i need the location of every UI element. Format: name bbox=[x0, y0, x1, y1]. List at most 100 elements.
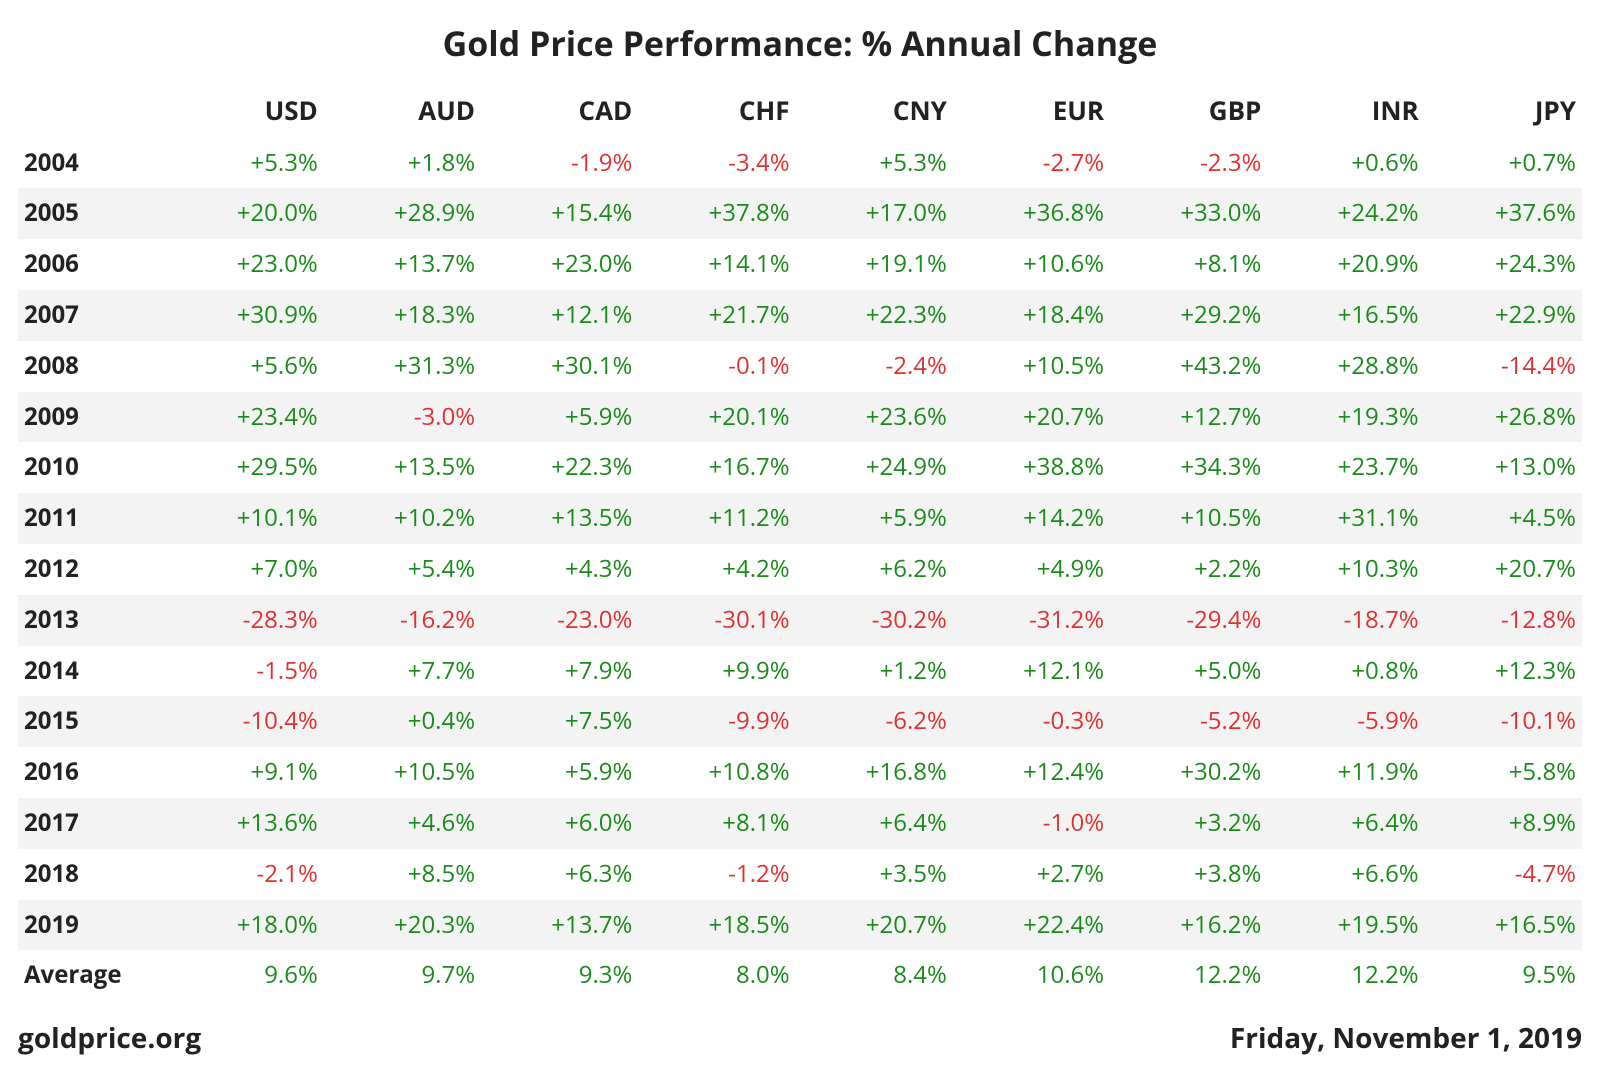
cell-value: +20.0% bbox=[167, 188, 324, 239]
cell-value: +23.7% bbox=[1267, 442, 1424, 493]
year-label: 2015 bbox=[18, 696, 167, 747]
cell-value: +11.2% bbox=[638, 493, 795, 544]
cell-value: +17.0% bbox=[796, 188, 953, 239]
cell-value: +13.5% bbox=[481, 493, 638, 544]
cell-value: +2.7% bbox=[953, 849, 1110, 900]
cell-value: +43.2% bbox=[1110, 341, 1267, 392]
average-value: 9.7% bbox=[324, 950, 481, 1001]
cell-value: -28.3% bbox=[167, 595, 324, 646]
cell-value: +0.4% bbox=[324, 696, 481, 747]
year-label: 2016 bbox=[18, 747, 167, 798]
column-header: GBP bbox=[1110, 84, 1267, 138]
table-row: 2013-28.3%-16.2%-23.0%-30.1%-30.2%-31.2%… bbox=[18, 595, 1582, 646]
table-row: 2008+5.6%+31.3%+30.1%-0.1%-2.4%+10.5%+43… bbox=[18, 341, 1582, 392]
cell-value: +20.7% bbox=[1425, 544, 1582, 595]
cell-value: +4.9% bbox=[953, 544, 1110, 595]
cell-value: -18.7% bbox=[1267, 595, 1424, 646]
cell-value: +38.8% bbox=[953, 442, 1110, 493]
cell-value: -10.1% bbox=[1425, 696, 1582, 747]
table-row: 2007+30.9%+18.3%+12.1%+21.7%+22.3%+18.4%… bbox=[18, 290, 1582, 341]
cell-value: +23.4% bbox=[167, 392, 324, 443]
cell-value: +29.2% bbox=[1110, 290, 1267, 341]
cell-value: +28.8% bbox=[1267, 341, 1424, 392]
cell-value: +4.5% bbox=[1425, 493, 1582, 544]
cell-value: +20.9% bbox=[1267, 239, 1424, 290]
cell-value: +16.5% bbox=[1425, 900, 1582, 951]
average-value: 8.4% bbox=[796, 950, 953, 1001]
cell-value: -14.4% bbox=[1425, 341, 1582, 392]
cell-value: -23.0% bbox=[481, 595, 638, 646]
cell-value: +20.7% bbox=[796, 900, 953, 951]
cell-value: +5.9% bbox=[481, 392, 638, 443]
cell-value: +5.8% bbox=[1425, 747, 1582, 798]
cell-value: +22.3% bbox=[481, 442, 638, 493]
cell-value: +10.5% bbox=[953, 341, 1110, 392]
cell-value: +12.1% bbox=[481, 290, 638, 341]
cell-value: +10.2% bbox=[324, 493, 481, 544]
table-row: 2009+23.4%-3.0%+5.9%+20.1%+23.6%+20.7%+1… bbox=[18, 392, 1582, 443]
performance-table: USDAUDCADCHFCNYEURGBPINRJPY 2004+5.3%+1.… bbox=[18, 84, 1582, 1001]
average-value: 8.0% bbox=[638, 950, 795, 1001]
cell-value: +0.6% bbox=[1267, 138, 1424, 189]
cell-value: +1.8% bbox=[324, 138, 481, 189]
table-body: 2004+5.3%+1.8%-1.9%-3.4%+5.3%-2.7%-2.3%+… bbox=[18, 138, 1582, 1002]
cell-value: +22.4% bbox=[953, 900, 1110, 951]
cell-value: +10.6% bbox=[953, 239, 1110, 290]
cell-value: +4.3% bbox=[481, 544, 638, 595]
cell-value: -31.2% bbox=[953, 595, 1110, 646]
average-value: 9.5% bbox=[1425, 950, 1582, 1001]
cell-value: +20.7% bbox=[953, 392, 1110, 443]
table-row: 2017+13.6%+4.6%+6.0%+8.1%+6.4%-1.0%+3.2%… bbox=[18, 798, 1582, 849]
cell-value: +28.9% bbox=[324, 188, 481, 239]
cell-value: +37.8% bbox=[638, 188, 795, 239]
footer-source: goldprice.org bbox=[18, 1019, 201, 1057]
cell-value: +5.9% bbox=[481, 747, 638, 798]
year-label: 2017 bbox=[18, 798, 167, 849]
cell-value: +1.2% bbox=[796, 646, 953, 697]
footer-date: Friday, November 1, 2019 bbox=[1230, 1019, 1582, 1057]
cell-value: -0.3% bbox=[953, 696, 1110, 747]
table-row: 2019+18.0%+20.3%+13.7%+18.5%+20.7%+22.4%… bbox=[18, 900, 1582, 951]
cell-value: -5.9% bbox=[1267, 696, 1424, 747]
cell-value: -0.1% bbox=[638, 341, 795, 392]
cell-value: +12.7% bbox=[1110, 392, 1267, 443]
cell-value: +4.2% bbox=[638, 544, 795, 595]
cell-value: +10.5% bbox=[1110, 493, 1267, 544]
cell-value: -16.2% bbox=[324, 595, 481, 646]
table-row: 2005+20.0%+28.9%+15.4%+37.8%+17.0%+36.8%… bbox=[18, 188, 1582, 239]
cell-value: +8.1% bbox=[638, 798, 795, 849]
cell-value: +12.3% bbox=[1425, 646, 1582, 697]
cell-value: +20.1% bbox=[638, 392, 795, 443]
cell-value: +9.9% bbox=[638, 646, 795, 697]
table-row: 2011+10.1%+10.2%+13.5%+11.2%+5.9%+14.2%+… bbox=[18, 493, 1582, 544]
cell-value: +7.9% bbox=[481, 646, 638, 697]
cell-value: +36.8% bbox=[953, 188, 1110, 239]
column-header: CNY bbox=[796, 84, 953, 138]
cell-value: +18.5% bbox=[638, 900, 795, 951]
cell-value: +30.9% bbox=[167, 290, 324, 341]
year-label: 2012 bbox=[18, 544, 167, 595]
average-value: 12.2% bbox=[1110, 950, 1267, 1001]
table-row: 2006+23.0%+13.7%+23.0%+14.1%+19.1%+10.6%… bbox=[18, 239, 1582, 290]
cell-value: -2.7% bbox=[953, 138, 1110, 189]
average-row: Average9.6%9.7%9.3%8.0%8.4%10.6%12.2%12.… bbox=[18, 950, 1582, 1001]
cell-value: -1.0% bbox=[953, 798, 1110, 849]
cell-value: +10.3% bbox=[1267, 544, 1424, 595]
cell-value: +9.1% bbox=[167, 747, 324, 798]
cell-value: +5.6% bbox=[167, 341, 324, 392]
cell-value: -5.2% bbox=[1110, 696, 1267, 747]
cell-value: +8.9% bbox=[1425, 798, 1582, 849]
cell-value: +6.0% bbox=[481, 798, 638, 849]
cell-value: +5.0% bbox=[1110, 646, 1267, 697]
cell-value: +16.7% bbox=[638, 442, 795, 493]
cell-value: +33.0% bbox=[1110, 188, 1267, 239]
cell-value: +2.2% bbox=[1110, 544, 1267, 595]
cell-value: +19.3% bbox=[1267, 392, 1424, 443]
cell-value: -12.8% bbox=[1425, 595, 1582, 646]
cell-value: +6.6% bbox=[1267, 849, 1424, 900]
cell-value: -2.1% bbox=[167, 849, 324, 900]
cell-value: +11.9% bbox=[1267, 747, 1424, 798]
header-row: USDAUDCADCHFCNYEURGBPINRJPY bbox=[18, 84, 1582, 138]
cell-value: -1.2% bbox=[638, 849, 795, 900]
cell-value: +14.2% bbox=[953, 493, 1110, 544]
